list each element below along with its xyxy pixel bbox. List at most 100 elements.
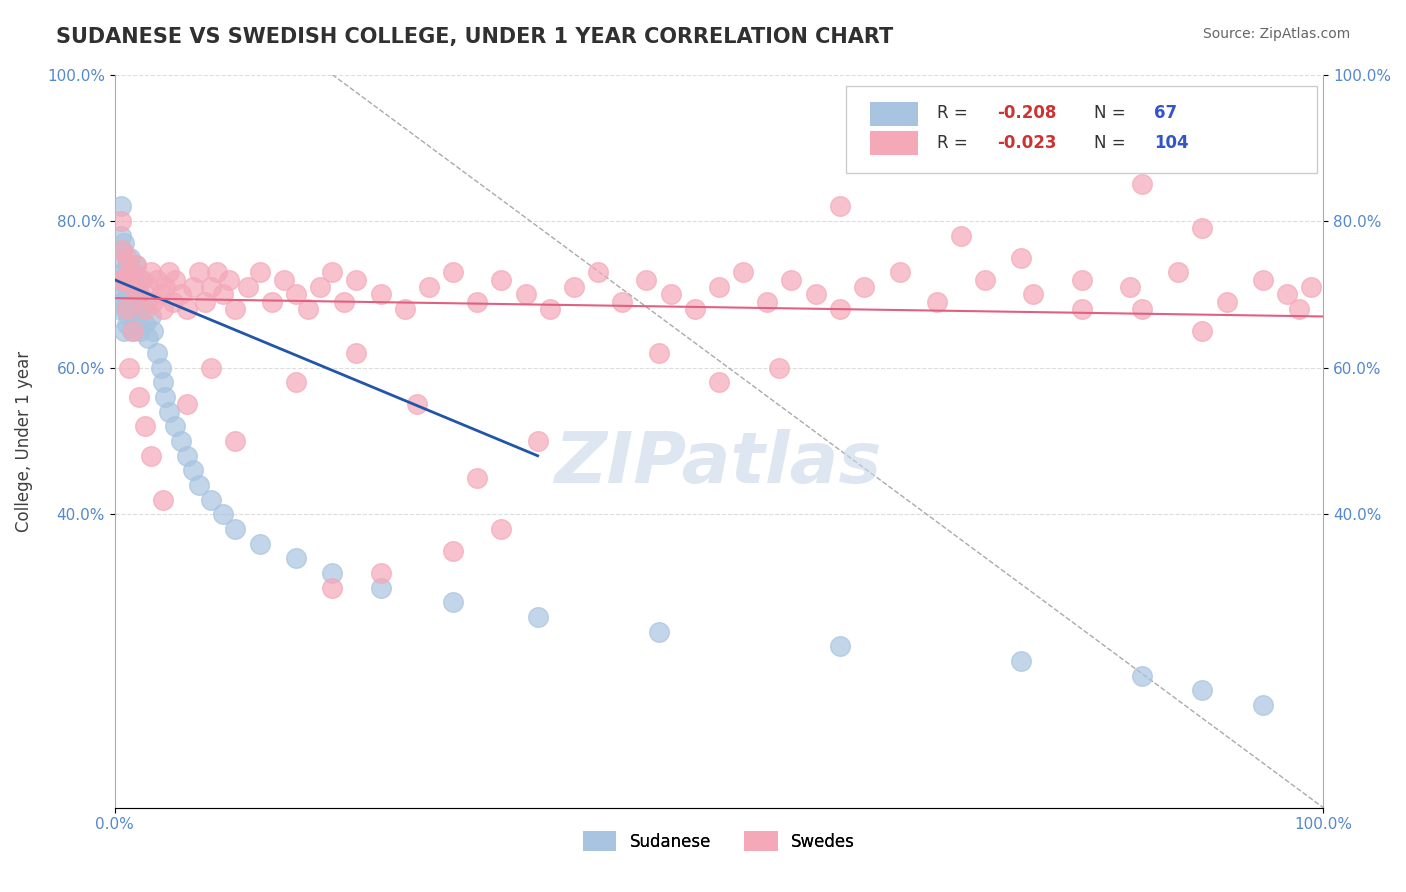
Point [273,273,295,287]
Point [112,265,135,279]
Point [224,522,246,536]
Point [121,265,143,279]
Point [949,228,972,243]
Point [394,302,416,317]
Point [163,419,186,434]
Point [139,265,162,279]
Point [333,294,356,309]
Point [344,346,367,360]
Point [121,287,143,301]
Point [115,251,138,265]
Point [756,294,779,309]
Point [110,228,132,243]
Point [370,581,392,595]
Point [526,610,548,624]
Point [125,280,148,294]
Point [129,302,152,317]
Point [181,463,204,477]
Point [828,199,851,213]
Point [370,287,392,301]
Point [128,287,150,301]
Point [120,273,142,287]
Point [1251,698,1274,712]
Point [118,360,141,375]
Point [707,280,730,294]
Point [139,449,162,463]
Text: Source: ZipAtlas.com: Source: ZipAtlas.com [1202,27,1350,41]
Point [149,360,172,375]
Point [117,265,139,279]
Point [236,280,259,294]
Point [129,324,152,338]
Point [176,449,198,463]
Point [1130,669,1153,683]
Point [115,287,138,301]
Point [200,280,222,294]
Point [515,287,537,301]
Point [149,287,172,301]
Point [112,273,135,287]
Point [562,280,585,294]
Point [128,390,150,404]
Point [170,434,193,449]
Point [110,199,132,213]
Point [1070,302,1092,317]
Point [162,294,184,309]
Point [1288,302,1310,317]
Point [134,302,156,317]
Point [124,302,146,317]
Point [138,280,160,294]
Point [134,317,156,331]
Point [152,302,174,317]
Point [321,265,343,279]
Point [1191,324,1213,338]
Point [163,273,186,287]
Point [370,566,392,580]
Point [115,258,138,272]
Point [1070,273,1092,287]
Point [659,287,682,301]
Point [249,265,271,279]
Point [111,244,134,258]
Point [1010,654,1032,668]
Text: -0.023: -0.023 [997,134,1056,152]
Point [108,302,131,317]
Point [1167,265,1189,279]
Point [212,508,235,522]
Point [491,273,513,287]
Point [526,434,548,449]
Point [121,324,143,338]
Point [181,280,204,294]
Point [224,434,246,449]
Point [157,405,180,419]
Point [768,360,790,375]
Point [117,294,139,309]
Point [125,258,148,272]
Point [889,265,911,279]
Legend: Sudanese, Swedes: Sudanese, Swedes [576,824,862,858]
Point [121,280,143,294]
Point [128,287,150,301]
Point [152,376,174,390]
Point [118,280,141,294]
Point [176,302,198,317]
Point [114,273,136,287]
Point [155,390,177,404]
Point [142,294,165,309]
Point [973,273,995,287]
Point [176,397,198,411]
Point [309,280,332,294]
Point [207,265,229,279]
Point [110,214,132,228]
Point [122,273,145,287]
FancyBboxPatch shape [870,131,918,155]
Point [111,280,134,294]
Point [110,273,132,287]
Point [647,624,669,639]
Point [131,273,153,287]
Point [612,294,634,309]
Text: 104: 104 [1154,134,1188,152]
Point [465,471,488,485]
Point [200,360,222,375]
Point [344,273,367,287]
